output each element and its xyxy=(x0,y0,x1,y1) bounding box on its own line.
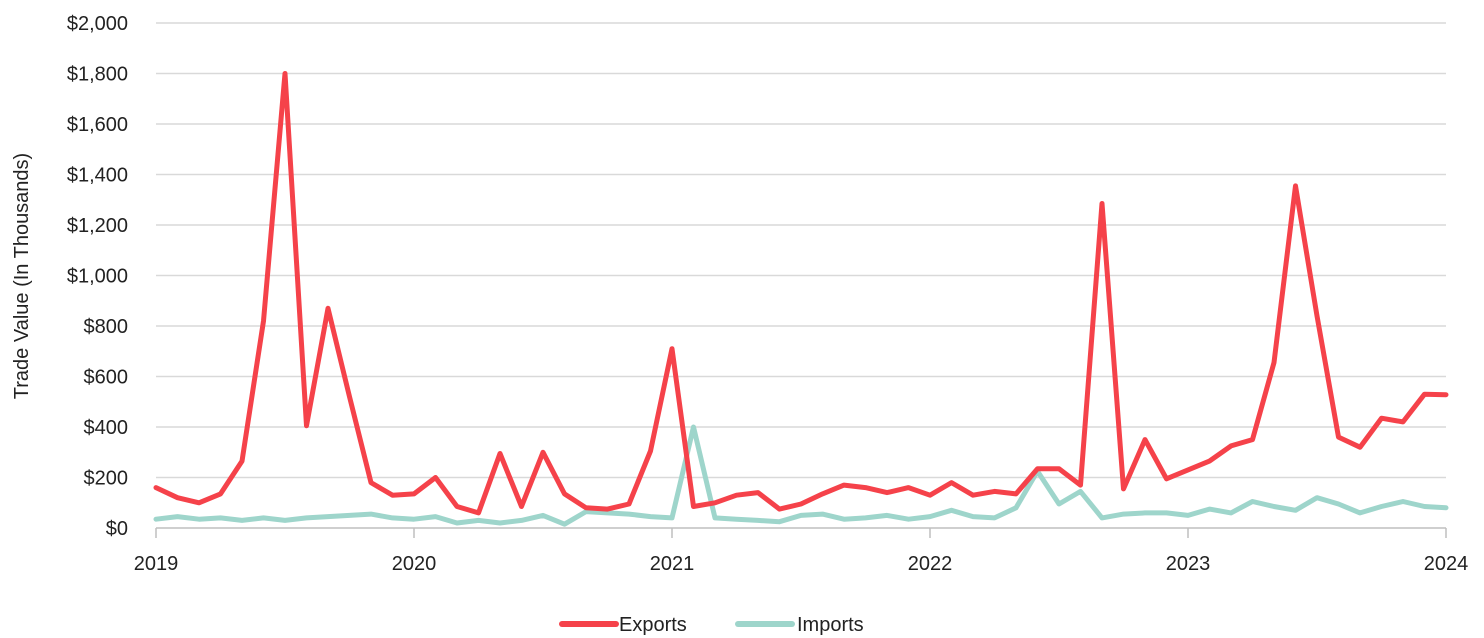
x-tick-label: 2022 xyxy=(908,553,953,575)
y-tick-label: $1,400 xyxy=(67,165,128,187)
series-line-exports xyxy=(153,71,1449,516)
x-tick-label: 2020 xyxy=(392,553,437,575)
series-lines xyxy=(153,71,1449,527)
y-tick-label: $200 xyxy=(84,468,129,490)
y-tick-label: $600 xyxy=(84,367,129,389)
legend-label: Exports xyxy=(619,614,687,636)
y-tick-label: $800 xyxy=(84,316,129,338)
y-tick-label: $1,000 xyxy=(67,266,128,288)
y-tick-label: $1,600 xyxy=(67,114,128,136)
legend-item-imports: Imports xyxy=(735,614,864,636)
series-line-imports xyxy=(153,424,1449,527)
legend-label: Imports xyxy=(797,614,864,636)
x-tick-label: 2021 xyxy=(650,553,695,575)
y-tick-label: $2,000 xyxy=(67,13,128,35)
y-axis-title: Trade Value (In Thousands) xyxy=(11,153,33,399)
x-tick-label: 2024 xyxy=(1424,553,1469,575)
y-axis-ticks: $0 $200 $400 $600 $800 $1,000 $1,200 $1,400 $1,6… xyxy=(67,13,128,540)
y-tick-label: $1,200 xyxy=(67,215,128,237)
x-tick-label: 2023 xyxy=(1166,553,1211,575)
legend-item-exports: Exports xyxy=(559,614,687,636)
y-tick-label: $0 xyxy=(106,518,128,540)
x-axis-ticks: 2019 2020 2021 2022 2023 2024 xyxy=(134,528,1469,575)
y-tick-label: $400 xyxy=(84,417,129,439)
legend: Exports Imports xyxy=(559,614,864,636)
y-tick-label: $1,800 xyxy=(67,64,128,86)
x-tick-label: 2019 xyxy=(134,553,179,575)
gridlines xyxy=(156,22,1446,479)
